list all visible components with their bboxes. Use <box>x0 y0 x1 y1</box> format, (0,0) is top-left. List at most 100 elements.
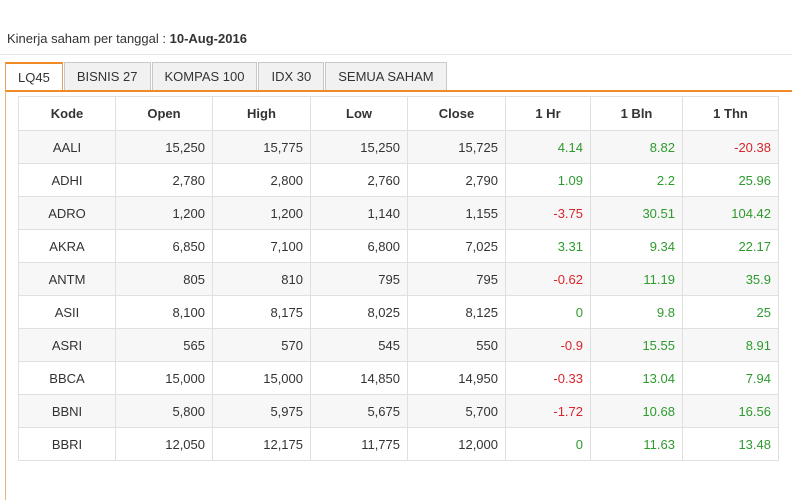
cell-open: 805 <box>115 262 213 296</box>
table-row[interactable]: AALI 15,250 15,775 15,250 15,725 4.14 8.82 -20.… <box>18 130 779 164</box>
cell-kode[interactable]: ADHI <box>18 163 116 197</box>
cell-high: 570 <box>212 328 311 362</box>
cell-close: 14,950 <box>407 361 506 395</box>
cell-close: 795 <box>407 262 506 296</box>
cell-1thn: 104.42 <box>682 196 779 230</box>
cell-1thn: 35.9 <box>682 262 779 296</box>
cell-1thn: 7.94 <box>682 361 779 395</box>
cell-high: 810 <box>212 262 311 296</box>
cell-1thn: 8.91 <box>682 328 779 362</box>
header-divider <box>0 54 792 55</box>
table-body: AALI 15,250 15,775 15,250 15,725 4.14 8.82 -20.… <box>18 130 779 461</box>
cell-high: 12,175 <box>212 427 311 461</box>
cell-open: 12,050 <box>115 427 213 461</box>
cell-1hr: -0.33 <box>505 361 591 395</box>
cell-high: 7,100 <box>212 229 311 263</box>
cell-high: 15,000 <box>212 361 311 395</box>
cell-kode[interactable]: ADRO <box>18 196 116 230</box>
cell-1hr: 0 <box>505 295 591 329</box>
column-header-1thn[interactable]: 1 Thn <box>682 96 779 131</box>
cell-1hr: -0.9 <box>505 328 591 362</box>
table-row[interactable]: BBCA 15,000 15,000 14,850 14,950 -0.33 13.04 7.… <box>18 361 779 395</box>
cell-1thn: 25 <box>682 295 779 329</box>
cell-kode[interactable]: ASII <box>18 295 116 329</box>
cell-1hr: 3.31 <box>505 229 591 263</box>
cell-low: 11,775 <box>310 427 408 461</box>
table-row[interactable]: ANTM 805 810 795 795 -0.62 11.19 35.9 <box>18 262 779 296</box>
column-header-open[interactable]: Open <box>115 96 213 131</box>
cell-close: 15,725 <box>407 130 506 164</box>
column-header-1bln[interactable]: 1 Bln <box>590 96 683 131</box>
cell-close: 8,125 <box>407 295 506 329</box>
table-row[interactable]: ASII 8,100 8,175 8,025 8,125 0 9.8 25 <box>18 295 779 329</box>
column-header-1hr[interactable]: 1 Hr <box>505 96 591 131</box>
cell-1bln: 2.2 <box>590 163 683 197</box>
cell-high: 8,175 <box>212 295 311 329</box>
cell-kode[interactable]: BBRI <box>18 427 116 461</box>
cell-1bln: 11.63 <box>590 427 683 461</box>
cell-low: 545 <box>310 328 408 362</box>
cell-1bln: 10.68 <box>590 394 683 428</box>
cell-open: 15,000 <box>115 361 213 395</box>
cell-open: 6,850 <box>115 229 213 263</box>
cell-1bln: 15.55 <box>590 328 683 362</box>
cell-open: 8,100 <box>115 295 213 329</box>
cell-close: 2,790 <box>407 163 506 197</box>
stock-table: Kode Open High Low Close 1 Hr 1 Bln 1 Th… <box>18 96 779 461</box>
cell-open: 565 <box>115 328 213 362</box>
cell-low: 1,140 <box>310 196 408 230</box>
cell-high: 2,800 <box>212 163 311 197</box>
cell-open: 15,250 <box>115 130 213 164</box>
cell-kode[interactable]: BBCA <box>18 361 116 395</box>
cell-1bln: 13.04 <box>590 361 683 395</box>
cell-1bln: 30.51 <box>590 196 683 230</box>
cell-close: 550 <box>407 328 506 362</box>
tab-idx-30[interactable]: IDX 30 <box>258 62 325 90</box>
cell-low: 5,675 <box>310 394 408 428</box>
cell-1bln: 11.19 <box>590 262 683 296</box>
table-row[interactable]: AKRA 6,850 7,100 6,800 7,025 3.31 9.34 22.17 <box>18 229 779 263</box>
cell-1thn: 22.17 <box>682 229 779 263</box>
performance-date-header: Kinerja saham per tanggal : 10-Aug-2016 <box>7 31 247 46</box>
cell-1bln: 9.34 <box>590 229 683 263</box>
cell-1thn: 16.56 <box>682 394 779 428</box>
cell-1hr: -0.62 <box>505 262 591 296</box>
cell-kode[interactable]: ANTM <box>18 262 116 296</box>
header-date: 10-Aug-2016 <box>169 31 247 46</box>
header-label: Kinerja saham per tanggal : <box>7 31 166 46</box>
cell-kode[interactable]: ASRI <box>18 328 116 362</box>
cell-1thn: 25.96 <box>682 163 779 197</box>
index-tabs: LQ45 BISNIS 27 KOMPAS 100 IDX 30 SEMUA S… <box>5 62 448 90</box>
table-row[interactable]: ADHI 2,780 2,800 2,760 2,790 1.09 2.2 25.96 <box>18 163 779 197</box>
tab-kompas-100[interactable]: KOMPAS 100 <box>151 62 258 90</box>
cell-close: 7,025 <box>407 229 506 263</box>
cell-kode[interactable]: AALI <box>18 130 116 164</box>
cell-kode[interactable]: AKRA <box>18 229 116 263</box>
tab-semua-saham[interactable]: SEMUA SAHAM <box>325 62 447 90</box>
cell-low: 14,850 <box>310 361 408 395</box>
table-row[interactable]: BBNI 5,800 5,975 5,675 5,700 -1.72 10.68 16.56 <box>18 394 779 428</box>
cell-1hr: 0 <box>505 427 591 461</box>
column-header-close[interactable]: Close <box>407 96 506 131</box>
cell-low: 15,250 <box>310 130 408 164</box>
cell-1thn: 13.48 <box>682 427 779 461</box>
tab-lq45[interactable]: LQ45 <box>5 62 63 90</box>
cell-low: 2,760 <box>310 163 408 197</box>
table-header-row: Kode Open High Low Close 1 Hr 1 Bln 1 Th… <box>18 96 779 131</box>
cell-1hr: -1.72 <box>505 394 591 428</box>
cell-low: 8,025 <box>310 295 408 329</box>
cell-1thn: -20.38 <box>682 130 779 164</box>
tab-bisnis-27[interactable]: BISNIS 27 <box>63 62 151 90</box>
cell-high: 1,200 <box>212 196 311 230</box>
cell-1hr: 1.09 <box>505 163 591 197</box>
column-header-high[interactable]: High <box>212 96 311 131</box>
column-header-kode[interactable]: Kode <box>18 96 116 131</box>
cell-high: 15,775 <box>212 130 311 164</box>
cell-open: 5,800 <box>115 394 213 428</box>
column-header-low[interactable]: Low <box>310 96 408 131</box>
cell-kode[interactable]: BBNI <box>18 394 116 428</box>
table-row[interactable]: BBRI 12,050 12,175 11,775 12,000 0 11.63 13.48 <box>18 427 779 461</box>
table-row[interactable]: ASRI 565 570 545 550 -0.9 15.55 8.91 <box>18 328 779 362</box>
table-row[interactable]: ADRO 1,200 1,200 1,140 1,155 -3.75 30.51 104.42 <box>18 196 779 230</box>
cell-1hr: -3.75 <box>505 196 591 230</box>
